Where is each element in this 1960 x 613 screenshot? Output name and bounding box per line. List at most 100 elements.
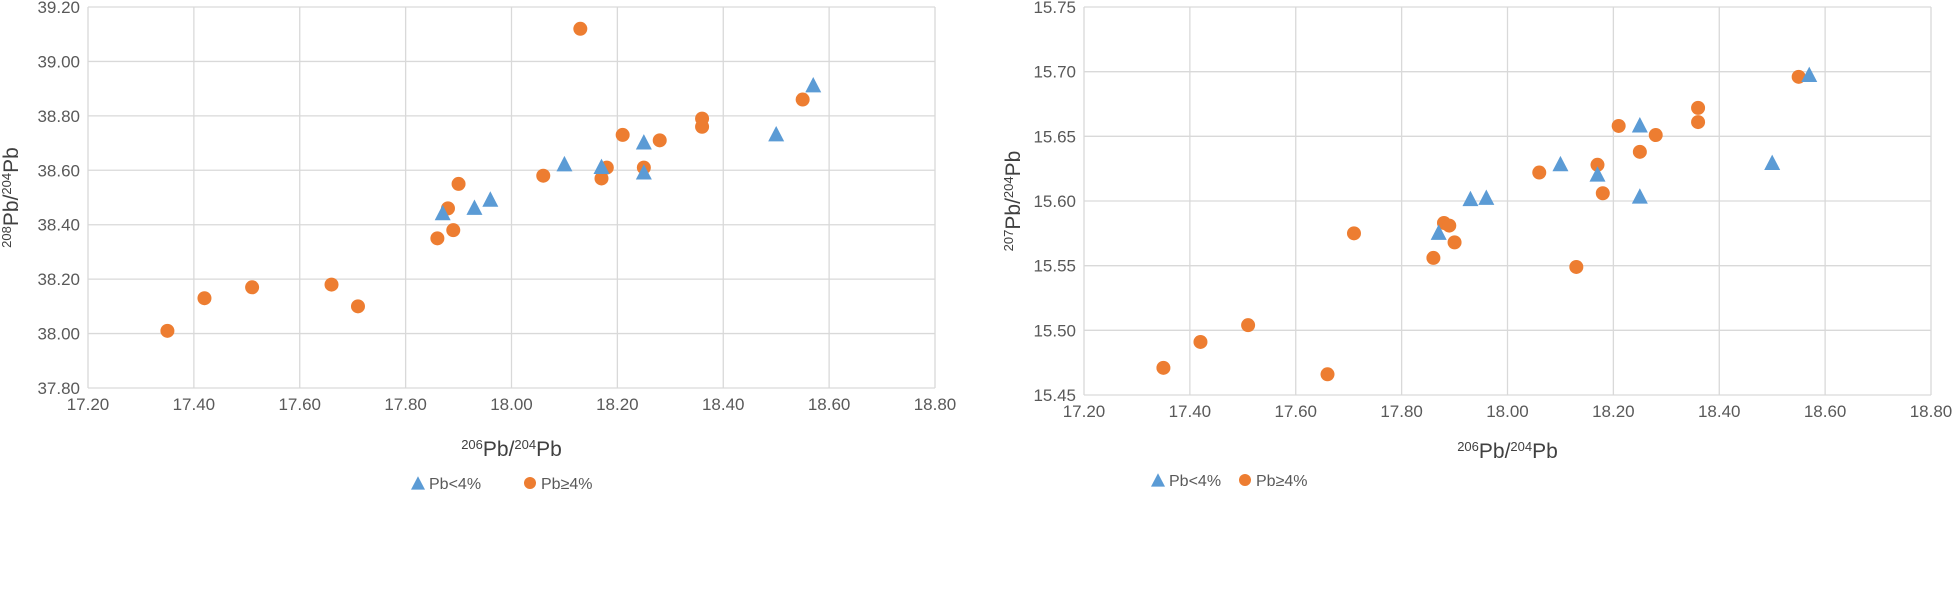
y-tick-label: 39.20 (37, 0, 80, 17)
y-tick-label: 15.60 (1033, 192, 1076, 211)
scatter-plot-left: 37.80 38.00 38.20 38.40 38.60 38.80 39.00 39.20… (0, 0, 956, 493)
y-tick-label: 39.00 (37, 52, 80, 71)
data-point-circle (1648, 128, 1663, 143)
x-tick-label: 17.40 (1169, 402, 1212, 421)
data-point-circle (1426, 250, 1441, 265)
y-tick-label: 15.65 (1033, 127, 1076, 146)
data-point-triangle (1430, 224, 1447, 240)
series-pb-ge-4 (1156, 69, 1806, 382)
x-tick-label: 18.60 (1804, 402, 1847, 421)
legend-marker-circle (524, 477, 536, 489)
x-axis-label: 206Pb/204Pb (1457, 439, 1558, 464)
data-point-circle (536, 168, 551, 183)
legend: Pb<4% Pb≥4% (411, 476, 592, 493)
y-axis-label: 207Pb/204Pb (1001, 151, 1026, 252)
data-point-triangle (482, 191, 499, 207)
y-tick-label: 15.45 (1033, 386, 1076, 405)
data-point-circle (1447, 235, 1462, 250)
data-point-circle (573, 21, 588, 36)
data-point-circle (245, 280, 260, 295)
data-point-triangle (1462, 190, 1479, 207)
x-tick-label: 18.00 (490, 395, 533, 414)
x-tick-label: 17.20 (67, 395, 110, 414)
chart-lead-208-vs-206: 37.80 38.00 38.20 38.40 38.60 38.80 39.00 39.20… (0, 0, 960, 613)
x-axis-label: 206Pb/204Pb (461, 437, 562, 462)
data-point-circle (795, 92, 810, 107)
data-point-circle (430, 231, 445, 246)
legend-marker-circle (1239, 474, 1251, 486)
y-tick-label: 37.80 (37, 379, 80, 398)
data-point-circle (1590, 157, 1605, 172)
legend-label: Pb<4% (429, 476, 481, 493)
data-point-triangle (1764, 154, 1781, 170)
chart-lead-207-vs-206: 15.45 15.50 15.55 15.60 15.65 15.70 15.75 17.20… (990, 0, 1960, 613)
data-point-circle (1532, 165, 1547, 180)
data-point-triangle (1631, 188, 1648, 204)
y-tick-label: 38.40 (37, 216, 80, 235)
data-point-circle (160, 323, 175, 338)
data-point-triangle (635, 134, 652, 150)
gridlines (87, 6, 936, 389)
data-point-triangle (1552, 155, 1569, 172)
legend-label: Pb≥4% (541, 476, 592, 493)
x-tick-label: 17.60 (278, 395, 321, 414)
y-tick-label: 38.80 (37, 107, 80, 126)
legend-label: Pb≥4% (1256, 473, 1307, 490)
legend-marker-triangle (1151, 473, 1165, 487)
legend: Pb<4% Pb≥4% (1151, 473, 1307, 490)
y-tick-label: 38.60 (37, 161, 80, 180)
data-point-circle (1569, 259, 1584, 274)
x-tick-label: 17.80 (384, 395, 427, 414)
x-tick-label: 17.80 (1380, 402, 1423, 421)
data-point-triangle (1589, 166, 1606, 182)
x-tick-label: 18.00 (1486, 402, 1529, 421)
scatter-plot-right: 15.45 15.50 15.55 15.60 15.65 15.70 15.75 17.20… (1001, 0, 1953, 490)
data-point-circle (1241, 318, 1256, 333)
gridlines (1083, 6, 1932, 396)
x-tick-label: 18.40 (702, 395, 745, 414)
x-tick-label: 17.40 (173, 395, 216, 414)
x-tick-label: 18.20 (1592, 402, 1635, 421)
x-tick-label: 17.60 (1274, 402, 1317, 421)
data-point-circle (652, 133, 667, 148)
data-point-circle (197, 291, 212, 306)
data-point-triangle (1478, 189, 1495, 205)
series-pb-ge-4 (160, 21, 810, 338)
y-tick-label: 15.75 (1033, 0, 1076, 17)
data-point-circle (1156, 360, 1171, 375)
series-pb-lt-4 (434, 76, 822, 221)
x-tick-label: 18.20 (596, 395, 639, 414)
data-point-triangle (593, 158, 610, 175)
data-point-circle (1691, 115, 1706, 130)
legend-label: Pb<4% (1169, 473, 1221, 490)
data-point-triangle (805, 76, 822, 93)
data-point-circle (695, 111, 710, 126)
data-point-circle (324, 277, 339, 292)
data-point-circle (1632, 144, 1647, 159)
data-point-circle (594, 171, 609, 186)
data-point-triangle (635, 164, 652, 180)
y-tick-label: 15.50 (1033, 321, 1076, 340)
data-point-triangle (1801, 66, 1818, 83)
legend-marker-triangle (411, 476, 425, 490)
data-point-triangle (1631, 117, 1648, 133)
data-point-circle (1320, 367, 1335, 382)
data-point-circle (1193, 334, 1208, 349)
data-point-triangle (434, 204, 451, 221)
data-point-triangle (556, 155, 573, 172)
data-point-circle (350, 299, 365, 314)
y-axis-label: 208Pb/204Pb (0, 147, 23, 248)
data-point-circle (1691, 100, 1706, 115)
data-point-circle (1611, 118, 1626, 133)
series-pb-lt-4 (1430, 66, 1818, 240)
data-point-circle (446, 223, 461, 238)
data-point-circle (1595, 186, 1610, 201)
y-tick-label: 15.70 (1033, 63, 1076, 82)
x-tick-label: 18.60 (808, 395, 851, 414)
y-tick-label: 38.00 (37, 325, 80, 344)
data-point-triangle (768, 125, 785, 142)
x-tick-label: 17.20 (1063, 402, 1106, 421)
data-point-circle (615, 127, 630, 142)
x-tick-label: 18.80 (1910, 402, 1953, 421)
data-point-circle (1346, 226, 1361, 241)
